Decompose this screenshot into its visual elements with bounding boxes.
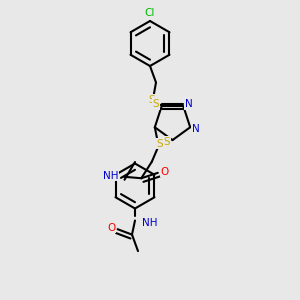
Text: NH: NH	[142, 218, 157, 228]
Text: N: N	[185, 99, 193, 109]
Text: Cl: Cl	[145, 8, 155, 18]
Text: O: O	[160, 167, 169, 177]
Text: S: S	[156, 139, 163, 149]
Text: S: S	[164, 136, 170, 147]
Text: NH: NH	[103, 171, 118, 181]
Text: N: N	[192, 124, 200, 134]
Text: O: O	[107, 223, 115, 233]
Text: S: S	[148, 94, 155, 105]
Text: S: S	[153, 99, 160, 109]
